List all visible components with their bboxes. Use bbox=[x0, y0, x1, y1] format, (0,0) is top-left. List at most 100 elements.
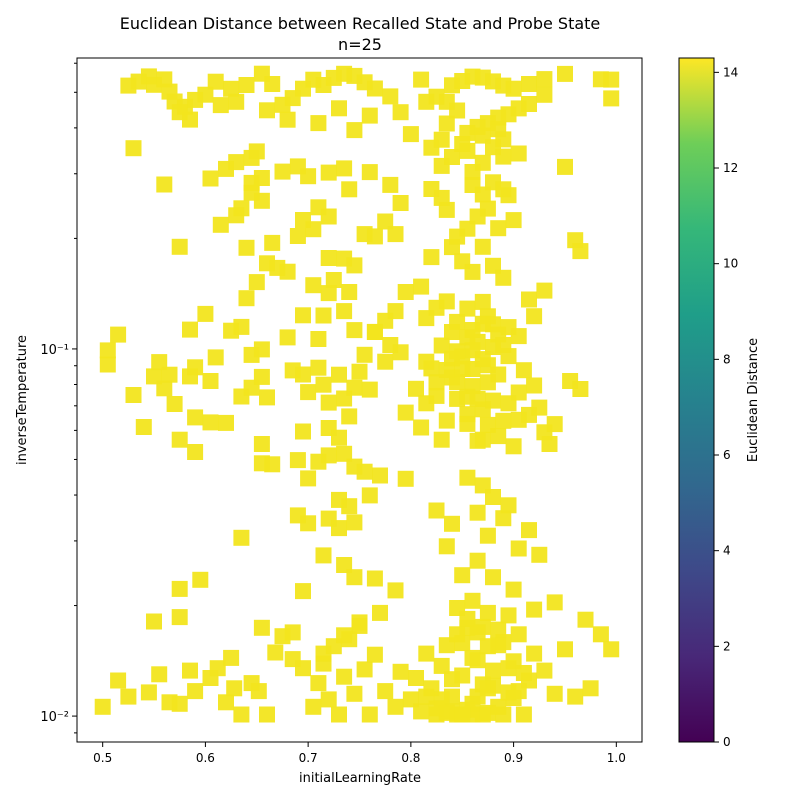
scatter-point bbox=[228, 154, 245, 171]
scatter-point bbox=[546, 416, 563, 433]
scatter-point bbox=[408, 380, 424, 397]
scatter-point bbox=[125, 387, 142, 403]
scatter-point bbox=[356, 346, 373, 363]
scatter-point bbox=[253, 170, 270, 186]
scatter-point bbox=[223, 649, 240, 666]
x-tick-label: 0.6 bbox=[196, 751, 215, 765]
scatter-point bbox=[331, 366, 347, 383]
scatter-point bbox=[377, 213, 394, 230]
scatter-point bbox=[428, 502, 445, 519]
scatter-point bbox=[361, 487, 378, 504]
scatter-point bbox=[336, 668, 353, 685]
scatter-point bbox=[171, 609, 188, 626]
scatter-point bbox=[459, 610, 476, 627]
scatter-point bbox=[490, 220, 507, 237]
scatter-point bbox=[372, 604, 388, 621]
scatter-point bbox=[413, 703, 430, 720]
colorbar-tick-label: 12 bbox=[723, 161, 738, 175]
scatter-point bbox=[510, 145, 527, 162]
scatter-point bbox=[510, 328, 527, 345]
scatter-point bbox=[444, 324, 460, 340]
scatter-point bbox=[94, 698, 111, 715]
scatter-point bbox=[110, 326, 127, 343]
scatter-point bbox=[295, 366, 311, 383]
scatter-point bbox=[182, 662, 198, 679]
scatter-point bbox=[253, 619, 270, 636]
scatter-point bbox=[479, 374, 496, 391]
scatter-point bbox=[505, 80, 522, 97]
scatter-point bbox=[212, 97, 229, 114]
scatter-point bbox=[253, 368, 270, 385]
scatter-point bbox=[444, 515, 460, 532]
scatter-point bbox=[305, 277, 322, 294]
colorbar-tick-label: 10 bbox=[723, 257, 738, 271]
scatter-point bbox=[469, 390, 486, 407]
scatter-point bbox=[392, 195, 409, 211]
scatter-point bbox=[479, 638, 496, 655]
scatter-point bbox=[315, 376, 332, 393]
scatter-point bbox=[433, 131, 450, 148]
scatter-point bbox=[366, 228, 383, 245]
scatter-point bbox=[218, 414, 234, 431]
scatter-point bbox=[397, 404, 414, 421]
scatter-point bbox=[382, 88, 399, 105]
colorbar-tick-label: 4 bbox=[723, 544, 731, 558]
colorbar-tick-label: 14 bbox=[723, 65, 738, 79]
scatter-point bbox=[238, 77, 255, 93]
colorbar bbox=[678, 57, 715, 743]
scatter-point bbox=[526, 601, 543, 618]
scatter-point bbox=[438, 538, 455, 555]
x-tick-label: 0.7 bbox=[299, 751, 318, 765]
x-axis-label: initialLearningRate bbox=[299, 771, 421, 786]
scatter-point bbox=[156, 71, 173, 88]
scatter-point bbox=[346, 514, 363, 531]
y-axis: 10⁻² 10⁻¹ bbox=[40, 62, 77, 734]
scatter-point bbox=[366, 323, 383, 340]
scatter-point bbox=[336, 557, 353, 573]
scatter-point bbox=[438, 115, 455, 132]
scatter-point bbox=[423, 181, 440, 197]
scatter-point bbox=[469, 432, 486, 449]
scatter-point bbox=[428, 374, 445, 391]
scatter-point bbox=[346, 379, 363, 396]
scatter-point bbox=[402, 126, 419, 143]
scatter-point bbox=[392, 663, 409, 680]
scatter-point bbox=[500, 395, 517, 412]
scatter-point bbox=[295, 660, 311, 677]
scatter-point bbox=[361, 706, 378, 723]
scatter-point bbox=[510, 540, 527, 557]
scatter-point bbox=[171, 238, 188, 255]
scatter-point bbox=[377, 353, 394, 370]
scatter-point bbox=[444, 671, 460, 688]
scatter-point bbox=[331, 491, 347, 508]
colorbar-tick-label: 8 bbox=[723, 352, 731, 366]
scatter-point bbox=[531, 399, 548, 416]
scatter-point bbox=[536, 71, 553, 88]
colorbar-ticks: 0 2 4 6 8 10 12 14 bbox=[714, 65, 738, 749]
scatter-point bbox=[510, 411, 527, 428]
scatter-point bbox=[289, 228, 306, 244]
scatter-point bbox=[187, 444, 204, 460]
scatter-point bbox=[490, 621, 507, 638]
scatter-point bbox=[546, 685, 563, 702]
scatter-point bbox=[557, 641, 573, 658]
scatter-point bbox=[315, 307, 332, 324]
scatter-point bbox=[202, 373, 219, 389]
scatter-point bbox=[500, 607, 517, 624]
scatter-point bbox=[372, 467, 388, 484]
scatter-point bbox=[444, 149, 460, 165]
scatter-point bbox=[356, 661, 373, 678]
scatter-point bbox=[459, 329, 476, 346]
scatter-point bbox=[541, 436, 558, 452]
scatter-point bbox=[464, 342, 481, 359]
scatter-point bbox=[454, 567, 471, 584]
scatter-point bbox=[387, 226, 404, 243]
scatter-point bbox=[202, 170, 219, 187]
scatter-point bbox=[253, 436, 270, 452]
scatter-point bbox=[223, 322, 240, 339]
x-tick-label: 0.9 bbox=[504, 751, 523, 765]
scatter-point bbox=[346, 458, 363, 475]
scatter-point bbox=[192, 571, 209, 588]
scatter-point bbox=[284, 624, 301, 641]
scatter-point bbox=[341, 181, 358, 198]
